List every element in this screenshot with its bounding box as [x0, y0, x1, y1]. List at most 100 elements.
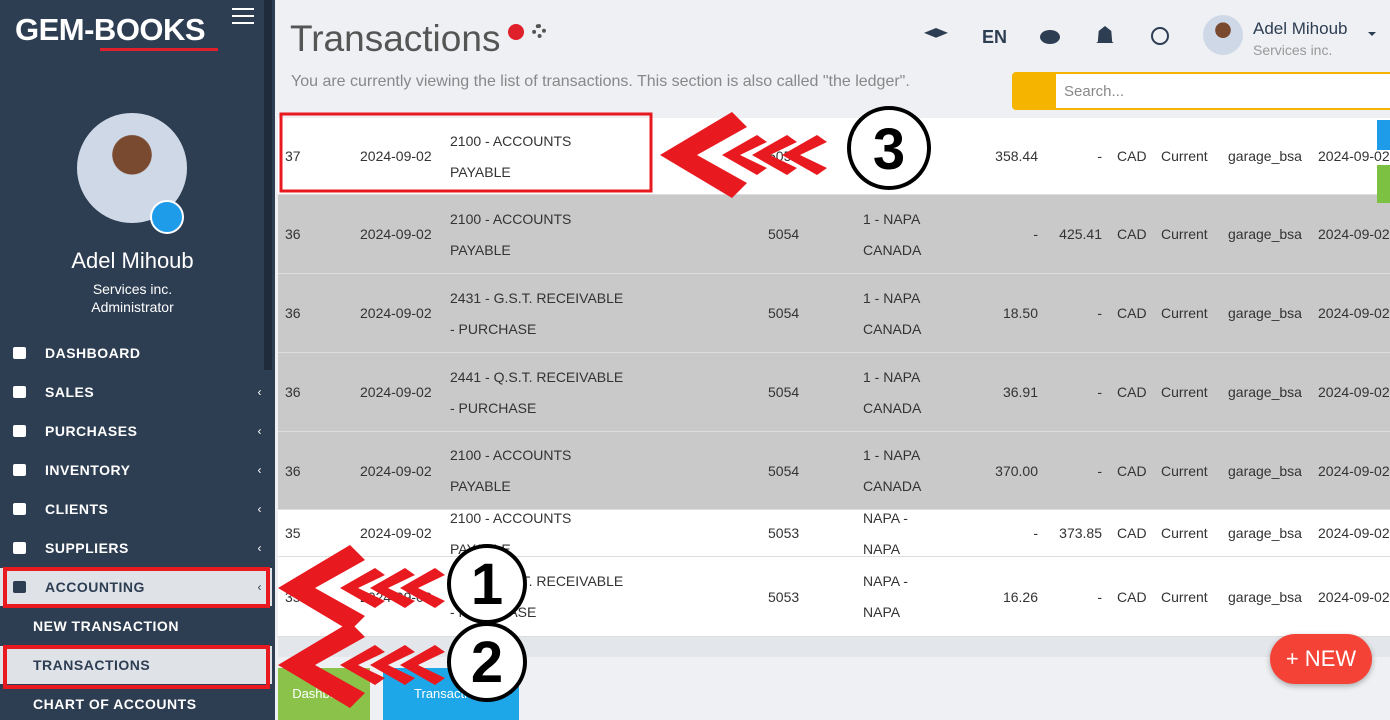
- submenu-item[interactable]: CHART OF ACCOUNTS: [0, 685, 272, 720]
- side-tab[interactable]: [1377, 165, 1390, 203]
- language[interactable]: EN: [982, 27, 1008, 47]
- cell-id: 36: [285, 432, 301, 510]
- menu-label: CLIENTS: [45, 501, 109, 517]
- avatar-badge: [150, 200, 184, 234]
- cell-account: 2431 - G.S.T. RECEIVABLE - PURCHASE: [450, 274, 630, 353]
- cell-account: 2100 - ACCOUNTS PAYABLE: [450, 118, 630, 195]
- table-row[interactable]: 36 2024-09-02 2431 - G.S.T. RECEIVABLE - P…: [278, 274, 1390, 353]
- search-box[interactable]: Search...: [1012, 72, 1390, 110]
- table-row[interactable]: 36 2024-09-02 2441 - Q.S.T. RECEIVABLE - P…: [278, 353, 1390, 432]
- cell-text: Current: [1161, 226, 1208, 242]
- menu-item[interactable]: INVENTORY ‹: [0, 451, 272, 489]
- cell-text: 358.44: [995, 148, 1038, 164]
- notification-icon[interactable]: [1096, 26, 1114, 43]
- cell-user: garage_bsa: [1228, 118, 1302, 195]
- arrow-3: [660, 112, 827, 198]
- theme-icon[interactable]: [1151, 27, 1169, 45]
- table-row[interactable]: 37 2024-09-02 2100 - ACCOUNTS PAYABLE 5055 3…: [278, 118, 1390, 195]
- cell-text: 36: [285, 305, 301, 321]
- menu-arrow: ‹: [257, 385, 262, 399]
- cell-text: -: [1097, 462, 1102, 479]
- top-user-company: Services inc.: [1253, 42, 1333, 58]
- cell-text: CAD: [1117, 588, 1147, 605]
- cell-text: 1 - NAPA CANADA: [863, 447, 922, 494]
- menu-item[interactable]: SALES ‹: [0, 373, 272, 411]
- logo-underline: [100, 48, 218, 51]
- cell-ref: 5053: [768, 557, 799, 637]
- cell-text: 2100 - ACCOUNTS PAYABLE: [450, 210, 572, 258]
- submenu-item[interactable]: TRANSACTIONS: [0, 646, 272, 684]
- table-row[interactable]: 36 2024-09-02 2100 - ACCOUNTS PAYABLE 5054 1…: [278, 432, 1390, 510]
- cell-created: 2024-09-02: [1318, 557, 1390, 637]
- cell-text: 2100 - ACCOUNTS PAYABLE: [450, 132, 572, 180]
- cell-text: 5054: [768, 305, 800, 321]
- submenu-item[interactable]: NEW TRANSACTION: [0, 607, 272, 645]
- menu-item[interactable]: PURCHASES ‹: [0, 412, 272, 450]
- cell-status: Current: [1161, 118, 1208, 195]
- cell-text: CAD: [1117, 305, 1147, 321]
- cell-text: 16.26: [1002, 588, 1038, 605]
- user-dropdown[interactable]: [1368, 32, 1376, 40]
- user-company: Services inc.: [92, 281, 173, 297]
- settings-icon[interactable]: [532, 24, 546, 38]
- cell-account: 2100 - ACCOUNTS PAYABLE: [450, 195, 630, 274]
- highlight-row: [279, 112, 653, 193]
- cell-credit: -: [1097, 557, 1102, 637]
- cell-text: -: [1033, 226, 1038, 242]
- cell-text: NAPA - NAPA: [863, 509, 908, 557]
- cell-created: 2024-09-02: [1318, 432, 1390, 510]
- cell-text: Current: [1161, 305, 1208, 321]
- logo[interactable]: GEM-BOOKS: [15, 12, 206, 47]
- cell-ref: 5053: [768, 510, 799, 557]
- submenu-label: NEW TRANSACTION: [33, 618, 179, 634]
- search-icon[interactable]: [1014, 74, 1056, 108]
- callout-circle: [847, 106, 931, 190]
- cell-text: 2024-09-02: [360, 525, 432, 541]
- top-avatar[interactable]: [1203, 15, 1243, 55]
- cell-text: 18.50: [1002, 305, 1038, 321]
- cell-id: 36: [285, 353, 301, 432]
- cell-text: 5054: [768, 226, 800, 242]
- cell-id: 35: [285, 510, 301, 557]
- add-icon[interactable]: [508, 24, 524, 40]
- cell-status: Current: [1161, 353, 1208, 432]
- cell-text: 36.91: [1002, 384, 1038, 400]
- cell-debit: -: [1033, 195, 1038, 274]
- cell-text: 5054: [768, 384, 800, 400]
- menu-arrow: ‹: [257, 463, 262, 477]
- cell-ref: 5054: [768, 274, 799, 353]
- cell-account: 2441 - Q.S.T. RECEIVABLE - PURCHASE: [450, 353, 630, 432]
- menu-item[interactable]: ACCOUNTING ‹: [0, 568, 272, 606]
- academy-icon[interactable]: [924, 28, 948, 38]
- chat-icon[interactable]: [1040, 30, 1060, 44]
- menu-item[interactable]: SUPPLIERS ‹: [0, 529, 272, 567]
- page-title: Transactions: [290, 18, 501, 59]
- cell-text: Current: [1161, 384, 1208, 400]
- menu-label: ACCOUNTING: [45, 579, 145, 595]
- side-tab[interactable]: [1377, 120, 1390, 150]
- cell-user: garage_bsa: [1228, 353, 1302, 432]
- page-subtitle: You are currently viewing the list of tr…: [291, 73, 910, 90]
- cell-date: 2024-09-02: [360, 274, 432, 353]
- cell-text: CAD: [1117, 462, 1147, 479]
- scrollbar: [264, 0, 272, 370]
- menu-icon: [13, 503, 26, 515]
- new-button[interactable]: + NEW: [1270, 634, 1372, 684]
- cell-status: Current: [1161, 432, 1208, 510]
- callout-number: 3: [873, 117, 905, 182]
- search-placeholder: Search...: [1064, 83, 1125, 100]
- cell-text: garage_bsa: [1228, 588, 1302, 605]
- cell-currency: CAD: [1117, 195, 1147, 274]
- menu-item[interactable]: DASHBOARD: [0, 334, 272, 372]
- cell-date: 2024-09-02: [360, 510, 432, 557]
- menu-toggle[interactable]: [232, 8, 254, 24]
- cell-text: -: [1097, 148, 1102, 164]
- menu-item[interactable]: CLIENTS ‹: [0, 490, 272, 528]
- top-user-name[interactable]: Adel Mihoub: [1253, 19, 1348, 38]
- cell-ref: 5054: [768, 432, 799, 510]
- cell-text: CAD: [1117, 148, 1147, 164]
- table-row[interactable]: 36 2024-09-02 2100 - ACCOUNTS PAYABLE 5054 1…: [278, 195, 1390, 274]
- menu-icon: [13, 347, 26, 359]
- cell-text: 425.41: [1059, 226, 1102, 242]
